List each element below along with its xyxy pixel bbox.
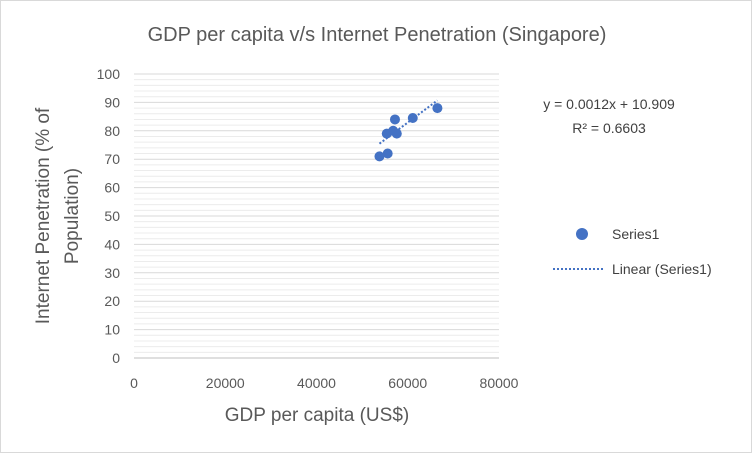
data-point [389,114,400,125]
x-tick-label: 20000 [206,375,245,391]
y-tick-label: 0 [112,350,120,366]
y-tick-label: 50 [104,208,120,224]
data-point [432,103,443,114]
y-tick-label: 20 [104,293,120,309]
grid-lines [134,73,499,353]
y-tick-label: 40 [104,236,120,252]
data-points [374,103,443,162]
r-squared-label: R² = 0.6603 [572,120,646,136]
x-tick-label: 0 [130,375,138,391]
y-axis-title-line-2: Population) [62,168,83,264]
legend-trendline-label: Linear (Series1) [612,261,712,277]
data-point [391,128,402,139]
y-tick-label: 100 [97,66,121,82]
y-tick-label: 10 [104,322,120,338]
y-tick-label: 60 [104,180,120,196]
trendline-equation: y = 0.0012x + 10.909 [543,96,675,112]
y-tick-label: 90 [104,94,120,110]
y-tick-labels: 0 10 20 30 40 50 60 70 80 90 100 [97,66,121,366]
data-point [407,113,418,124]
y-tick-label: 80 [104,123,120,139]
chart-title: GDP per capita v/s Internet Penetration … [148,24,607,46]
legend-series-label: Series1 [612,226,660,242]
x-tick-labels: 0 20000 40000 60000 80000 [130,375,519,391]
x-axis-title: GDP per capita (US$) [225,405,409,426]
x-tick-label: 80000 [480,375,519,391]
y-tick-label: 70 [104,151,120,167]
y-axis-title-line-1: Internet Penetration (% of [33,107,54,324]
legend: Series1 Linear (Series1) [553,226,712,277]
y-axis-title: Internet Penetration (% of Population) [33,107,83,324]
x-tick-label: 40000 [297,375,336,391]
data-point [382,148,393,159]
legend-series-marker [576,228,588,240]
x-tick-label: 60000 [388,375,427,391]
data-point [374,151,385,162]
y-tick-label: 30 [104,265,120,281]
